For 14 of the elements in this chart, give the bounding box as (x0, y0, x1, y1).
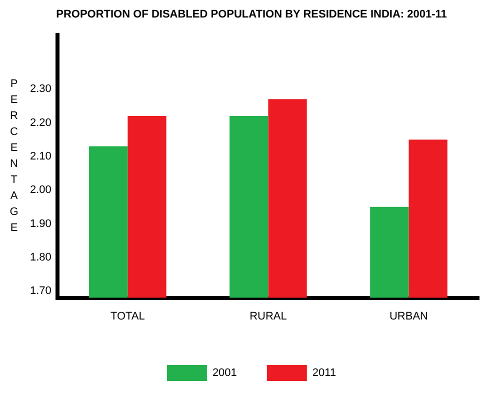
y-axis-title: PERCENTAGE (8, 78, 21, 238)
y-tick-label: 1.90 (30, 218, 52, 230)
y-tick-label: 2.00 (30, 184, 52, 196)
legend-label: 2001 (212, 367, 237, 380)
y-tick-label: 2.10 (30, 150, 52, 162)
x-tick-label: URBAN (389, 310, 428, 322)
x-tick-label: RURAL (250, 310, 287, 322)
y-tick-label: 1.70 (30, 285, 52, 298)
x-tick-label: TOTAL (110, 310, 145, 322)
chart-title: PROPORTION OF DISABLED POPULATION BY RESIDENCE INDIA: 2001-11 (56, 8, 447, 21)
y-tick-label: 2.20 (30, 116, 52, 129)
y-tick-label: 2.30 (30, 83, 52, 96)
y-tick-label: 1.80 (30, 251, 52, 264)
legend-label: 2011 (312, 367, 336, 380)
